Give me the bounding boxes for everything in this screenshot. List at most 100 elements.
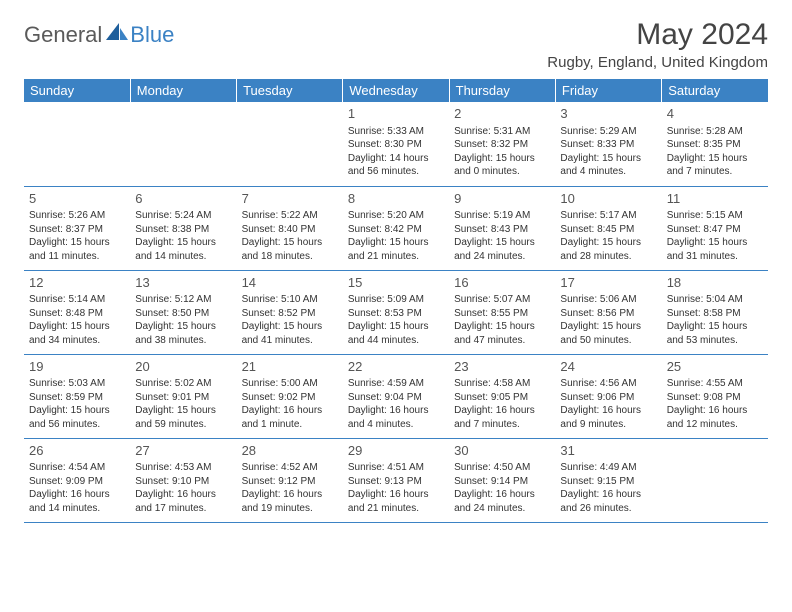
calendar-day-cell: 19Sunrise: 5:03 AMSunset: 8:59 PMDayligh…: [24, 354, 130, 438]
sunset-text: Sunset: 9:04 PM: [348, 391, 444, 405]
day-header: Saturday: [662, 79, 768, 102]
calendar-day-cell: 29Sunrise: 4:51 AMSunset: 9:13 PMDayligh…: [343, 438, 449, 522]
day-header: Wednesday: [343, 79, 449, 102]
day-number: 27: [135, 442, 231, 460]
day-number: 22: [348, 358, 444, 376]
calendar-day-cell: [130, 102, 236, 186]
calendar-week-row: 5Sunrise: 5:26 AMSunset: 8:37 PMDaylight…: [24, 186, 768, 270]
day-number: 9: [454, 190, 550, 208]
sunset-text: Sunset: 9:13 PM: [348, 475, 444, 489]
daylight-text: Daylight: 15 hours and 47 minutes.: [454, 320, 550, 347]
calendar-day-cell: 14Sunrise: 5:10 AMSunset: 8:52 PMDayligh…: [237, 270, 343, 354]
sunrise-text: Sunrise: 5:04 AM: [667, 293, 763, 307]
sunset-text: Sunset: 9:02 PM: [242, 391, 338, 405]
calendar-day-cell: 2Sunrise: 5:31 AMSunset: 8:32 PMDaylight…: [449, 102, 555, 186]
sunrise-text: Sunrise: 5:28 AM: [667, 125, 763, 139]
calendar-day-cell: 11Sunrise: 5:15 AMSunset: 8:47 PMDayligh…: [662, 186, 768, 270]
daylight-text: Daylight: 16 hours and 1 minute.: [242, 404, 338, 431]
sunrise-text: Sunrise: 5:17 AM: [560, 209, 656, 223]
daylight-text: Daylight: 15 hours and 34 minutes.: [29, 320, 125, 347]
logo-text-general: General: [24, 22, 102, 48]
sunset-text: Sunset: 9:01 PM: [135, 391, 231, 405]
day-number: 3: [560, 105, 656, 123]
sunset-text: Sunset: 8:53 PM: [348, 307, 444, 321]
sunrise-text: Sunrise: 5:06 AM: [560, 293, 656, 307]
daylight-text: Daylight: 15 hours and 59 minutes.: [135, 404, 231, 431]
daylight-text: Daylight: 15 hours and 28 minutes.: [560, 236, 656, 263]
sunset-text: Sunset: 9:12 PM: [242, 475, 338, 489]
calendar-day-cell: 22Sunrise: 4:59 AMSunset: 9:04 PMDayligh…: [343, 354, 449, 438]
sunset-text: Sunset: 8:50 PM: [135, 307, 231, 321]
day-number: 4: [667, 105, 763, 123]
sunrise-text: Sunrise: 5:31 AM: [454, 125, 550, 139]
calendar-day-cell: [24, 102, 130, 186]
logo: General Blue: [24, 22, 174, 48]
sunset-text: Sunset: 9:05 PM: [454, 391, 550, 405]
day-number: 13: [135, 274, 231, 292]
sunset-text: Sunset: 8:33 PM: [560, 138, 656, 152]
sunset-text: Sunset: 8:47 PM: [667, 223, 763, 237]
daylight-text: Daylight: 15 hours and 11 minutes.: [29, 236, 125, 263]
daylight-text: Daylight: 16 hours and 14 minutes.: [29, 488, 125, 515]
sunset-text: Sunset: 9:14 PM: [454, 475, 550, 489]
sunset-text: Sunset: 9:10 PM: [135, 475, 231, 489]
calendar-week-row: 12Sunrise: 5:14 AMSunset: 8:48 PMDayligh…: [24, 270, 768, 354]
day-number: 5: [29, 190, 125, 208]
daylight-text: Daylight: 14 hours and 56 minutes.: [348, 152, 444, 179]
calendar-day-cell: 8Sunrise: 5:20 AMSunset: 8:42 PMDaylight…: [343, 186, 449, 270]
day-header: Sunday: [24, 79, 130, 102]
sunrise-text: Sunrise: 4:55 AM: [667, 377, 763, 391]
calendar-day-cell: 20Sunrise: 5:02 AMSunset: 9:01 PMDayligh…: [130, 354, 236, 438]
sunrise-text: Sunrise: 5:20 AM: [348, 209, 444, 223]
calendar-day-cell: 31Sunrise: 4:49 AMSunset: 9:15 PMDayligh…: [555, 438, 661, 522]
day-header: Friday: [555, 79, 661, 102]
day-header: Tuesday: [237, 79, 343, 102]
sunrise-text: Sunrise: 4:59 AM: [348, 377, 444, 391]
sunrise-text: Sunrise: 5:26 AM: [29, 209, 125, 223]
calendar-day-cell: 25Sunrise: 4:55 AMSunset: 9:08 PMDayligh…: [662, 354, 768, 438]
calendar-day-cell: [662, 438, 768, 522]
day-number: 26: [29, 442, 125, 460]
calendar-day-cell: 18Sunrise: 5:04 AMSunset: 8:58 PMDayligh…: [662, 270, 768, 354]
daylight-text: Daylight: 15 hours and 41 minutes.: [242, 320, 338, 347]
sunrise-text: Sunrise: 4:52 AM: [242, 461, 338, 475]
sunrise-text: Sunrise: 5:07 AM: [454, 293, 550, 307]
sunrise-text: Sunrise: 4:53 AM: [135, 461, 231, 475]
sunrise-text: Sunrise: 5:14 AM: [29, 293, 125, 307]
sunset-text: Sunset: 8:45 PM: [560, 223, 656, 237]
daylight-text: Daylight: 15 hours and 53 minutes.: [667, 320, 763, 347]
day-number: 30: [454, 442, 550, 460]
day-number: 17: [560, 274, 656, 292]
day-number: 7: [242, 190, 338, 208]
calendar-day-cell: 21Sunrise: 5:00 AMSunset: 9:02 PMDayligh…: [237, 354, 343, 438]
day-number: 8: [348, 190, 444, 208]
sunset-text: Sunset: 8:48 PM: [29, 307, 125, 321]
daylight-text: Daylight: 16 hours and 12 minutes.: [667, 404, 763, 431]
day-header-row: SundayMondayTuesdayWednesdayThursdayFrid…: [24, 79, 768, 102]
day-number: 1: [348, 105, 444, 123]
location-text: Rugby, England, United Kingdom: [547, 54, 768, 71]
sunrise-text: Sunrise: 5:09 AM: [348, 293, 444, 307]
calendar-day-cell: 13Sunrise: 5:12 AMSunset: 8:50 PMDayligh…: [130, 270, 236, 354]
calendar-table: SundayMondayTuesdayWednesdayThursdayFrid…: [24, 79, 768, 523]
sunset-text: Sunset: 8:59 PM: [29, 391, 125, 405]
daylight-text: Daylight: 16 hours and 19 minutes.: [242, 488, 338, 515]
calendar-day-cell: 24Sunrise: 4:56 AMSunset: 9:06 PMDayligh…: [555, 354, 661, 438]
sunrise-text: Sunrise: 5:33 AM: [348, 125, 444, 139]
day-number: 25: [667, 358, 763, 376]
sunrise-text: Sunrise: 5:03 AM: [29, 377, 125, 391]
daylight-text: Daylight: 16 hours and 21 minutes.: [348, 488, 444, 515]
calendar-day-cell: 4Sunrise: 5:28 AMSunset: 8:35 PMDaylight…: [662, 102, 768, 186]
calendar-body: 1Sunrise: 5:33 AMSunset: 8:30 PMDaylight…: [24, 102, 768, 522]
sunrise-text: Sunrise: 4:50 AM: [454, 461, 550, 475]
calendar-day-cell: 12Sunrise: 5:14 AMSunset: 8:48 PMDayligh…: [24, 270, 130, 354]
daylight-text: Daylight: 15 hours and 44 minutes.: [348, 320, 444, 347]
calendar-day-cell: 17Sunrise: 5:06 AMSunset: 8:56 PMDayligh…: [555, 270, 661, 354]
day-number: 31: [560, 442, 656, 460]
sunrise-text: Sunrise: 4:51 AM: [348, 461, 444, 475]
sunset-text: Sunset: 8:58 PM: [667, 307, 763, 321]
day-number: 29: [348, 442, 444, 460]
daylight-text: Daylight: 15 hours and 18 minutes.: [242, 236, 338, 263]
calendar-day-cell: 5Sunrise: 5:26 AMSunset: 8:37 PMDaylight…: [24, 186, 130, 270]
calendar-day-cell: 9Sunrise: 5:19 AMSunset: 8:43 PMDaylight…: [449, 186, 555, 270]
